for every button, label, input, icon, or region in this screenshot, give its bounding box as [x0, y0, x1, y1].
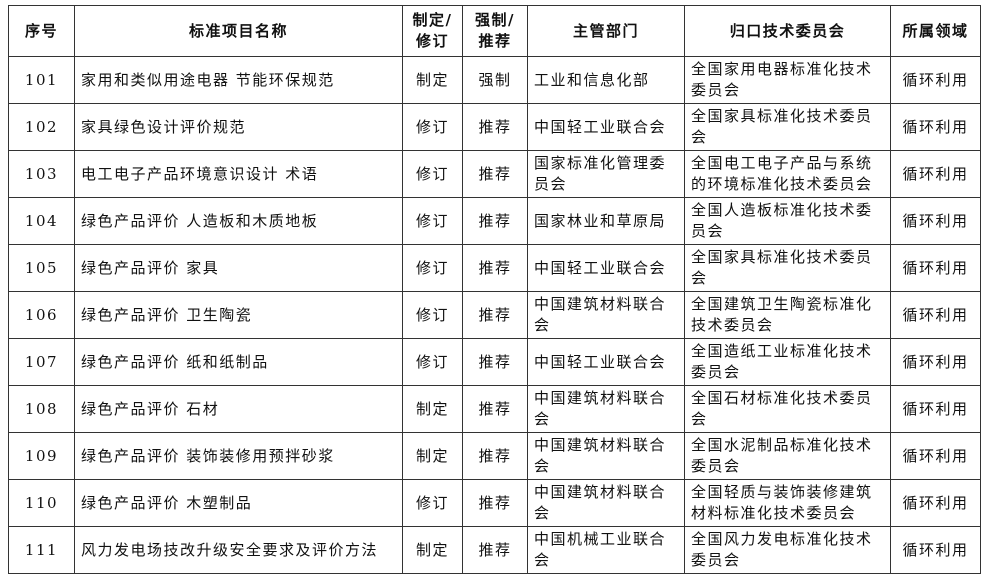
table-cell: 中国建筑材料联合会	[527, 479, 685, 527]
table-cell: 中国机械工业联合会	[527, 526, 685, 574]
table-cell: 循环利用	[890, 291, 981, 339]
table-cell: 修订	[402, 479, 463, 527]
table-cell: 家用和类似用途电器 节能环保规范	[74, 56, 403, 104]
table-cell: 全国石材标准化技术委员会	[684, 385, 891, 433]
table-cell: 绿色产品评价 石材	[74, 385, 403, 433]
table-cell: 循环利用	[890, 479, 981, 527]
table-row: 110 绿色产品评价 木塑制品 修订 推荐 中国建筑材料联合会 全国轻质与装饰装修建筑材料…	[8, 479, 981, 527]
table-row: 103 电工电子产品环境意识设计 术语 修订 推荐 国家标准化管理委员会 全国电工电子产品…	[8, 150, 981, 198]
table-row: 109 绿色产品评价 装饰装修用预拌砂浆 制定 推荐 中国建筑材料联合会 全国水泥制品标准…	[8, 432, 981, 480]
table-row: 107 绿色产品评价 纸和纸制品 修订 推荐 中国轻工业联合会 全国造纸工业标准化技术委员…	[8, 338, 981, 386]
table-cell: 修订	[402, 244, 463, 292]
table-body: 101 家用和类似用途电器 节能环保规范 制定 强制 工业和信息化部 全国家用电器标准化技…	[8, 56, 981, 574]
table-row: 104 绿色产品评价 人造板和木质地板 修订 推荐 国家林业和草原局 全国人造板标准化技术…	[8, 197, 981, 245]
table-cell: 中国建筑材料联合会	[527, 432, 685, 480]
table-cell: 制定	[402, 526, 463, 574]
table-cell: 循环利用	[890, 432, 981, 480]
table-cell: 制定	[402, 385, 463, 433]
table-cell: 105	[8, 244, 75, 292]
table-cell: 修订	[402, 103, 463, 151]
table-cell: 全国家具标准化技术委员会	[684, 244, 891, 292]
table-cell: 111	[8, 526, 75, 574]
table-cell: 108	[8, 385, 75, 433]
table-cell: 家具绿色设计评价规范	[74, 103, 403, 151]
table-cell: 绿色产品评价 装饰装修用预拌砂浆	[74, 432, 403, 480]
table-cell: 103	[8, 150, 75, 198]
table-row: 101 家用和类似用途电器 节能环保规范 制定 强制 工业和信息化部 全国家用电器标准化技…	[8, 56, 981, 104]
table-cell: 国家林业和草原局	[527, 197, 685, 245]
table-cell: 推荐	[462, 526, 528, 574]
table-cell: 全国建筑卫生陶瓷标准化技术委员会	[684, 291, 891, 339]
table-cell: 推荐	[462, 432, 528, 480]
table-cell: 全国轻质与装饰装修建筑材料标准化技术委员会	[684, 479, 891, 527]
table-cell: 全国造纸工业标准化技术委员会	[684, 338, 891, 386]
header-cell: 标准项目名称	[74, 5, 403, 57]
table-cell: 推荐	[462, 244, 528, 292]
header-cell: 归口技术委员会	[684, 5, 891, 57]
table-cell: 推荐	[462, 291, 528, 339]
table-cell: 推荐	[462, 479, 528, 527]
table-cell: 循环利用	[890, 385, 981, 433]
table-cell: 推荐	[462, 197, 528, 245]
table-cell: 循环利用	[890, 338, 981, 386]
table-cell: 推荐	[462, 103, 528, 151]
table-cell: 全国人造板标准化技术委员会	[684, 197, 891, 245]
table-cell: 全国电工电子产品与系统的环境标准化技术委员会	[684, 150, 891, 198]
table-cell: 推荐	[462, 338, 528, 386]
table-row: 105 绿色产品评价 家具 修订 推荐 中国轻工业联合会 全国家具标准化技术委员会 循环利用	[8, 244, 981, 292]
table-cell: 全国水泥制品标准化技术委员会	[684, 432, 891, 480]
table-cell: 循环利用	[890, 244, 981, 292]
table-cell: 中国轻工业联合会	[527, 338, 685, 386]
header-row: 序号 标准项目名称 制定/ 修订 强制/ 推荐 主管部门 归口技术委员会 所属领域	[8, 5, 981, 57]
table-cell: 绿色产品评价 家具	[74, 244, 403, 292]
table-cell: 101	[8, 56, 75, 104]
table-cell: 推荐	[462, 150, 528, 198]
table-row: 106 绿色产品评价 卫生陶瓷 修订 推荐 中国建筑材料联合会 全国建筑卫生陶瓷标准化技术…	[8, 291, 981, 339]
table-cell: 循环利用	[890, 103, 981, 151]
header-cell: 主管部门	[527, 5, 685, 57]
header-cell: 序号	[8, 5, 75, 57]
table-cell: 循环利用	[890, 526, 981, 574]
table-cell: 修订	[402, 150, 463, 198]
table-cell: 106	[8, 291, 75, 339]
table-cell: 绿色产品评价 卫生陶瓷	[74, 291, 403, 339]
table-cell: 全国家用电器标准化技术委员会	[684, 56, 891, 104]
table-cell: 中国轻工业联合会	[527, 244, 685, 292]
table-cell: 修订	[402, 338, 463, 386]
table-row: 111 风力发电场技改升级安全要求及评价方法 制定 推荐 中国机械工业联合会 全国风力发电…	[8, 526, 981, 574]
table-cell: 102	[8, 103, 75, 151]
table-cell: 中国轻工业联合会	[527, 103, 685, 151]
table-cell: 109	[8, 432, 75, 480]
table-cell: 制定	[402, 432, 463, 480]
table-cell: 循环利用	[890, 197, 981, 245]
table-cell: 强制	[462, 56, 528, 104]
table-cell: 电工电子产品环境意识设计 术语	[74, 150, 403, 198]
table-cell: 循环利用	[890, 56, 981, 104]
table-cell: 全国家具标准化技术委员会	[684, 103, 891, 151]
table-cell: 修订	[402, 291, 463, 339]
table-cell: 国家标准化管理委员会	[527, 150, 685, 198]
table-cell: 绿色产品评价 木塑制品	[74, 479, 403, 527]
header-cell: 所属领域	[890, 5, 981, 57]
table-cell: 绿色产品评价 纸和纸制品	[74, 338, 403, 386]
table-cell: 110	[8, 479, 75, 527]
table-cell: 工业和信息化部	[527, 56, 685, 104]
table-cell: 中国建筑材料联合会	[527, 291, 685, 339]
table-row: 102 家具绿色设计评价规范 修订 推荐 中国轻工业联合会 全国家具标准化技术委员会 循环利…	[8, 103, 981, 151]
header-cell: 强制/ 推荐	[462, 5, 528, 57]
table-cell: 104	[8, 197, 75, 245]
header-cell: 制定/ 修订	[402, 5, 463, 57]
table-cell: 修订	[402, 197, 463, 245]
standards-table: 序号 标准项目名称 制定/ 修订 强制/ 推荐 主管部门 归口技术委员会 所属领域 101 家…	[8, 5, 981, 574]
table-cell: 风力发电场技改升级安全要求及评价方法	[74, 526, 403, 574]
table-cell: 绿色产品评价 人造板和木质地板	[74, 197, 403, 245]
table-cell: 107	[8, 338, 75, 386]
table-cell: 全国风力发电标准化技术委员会	[684, 526, 891, 574]
table-cell: 制定	[402, 56, 463, 104]
table-cell: 中国建筑材料联合会	[527, 385, 685, 433]
table-cell: 推荐	[462, 385, 528, 433]
table-cell: 循环利用	[890, 150, 981, 198]
table-row: 108 绿色产品评价 石材 制定 推荐 中国建筑材料联合会 全国石材标准化技术委员会 循环利…	[8, 385, 981, 433]
